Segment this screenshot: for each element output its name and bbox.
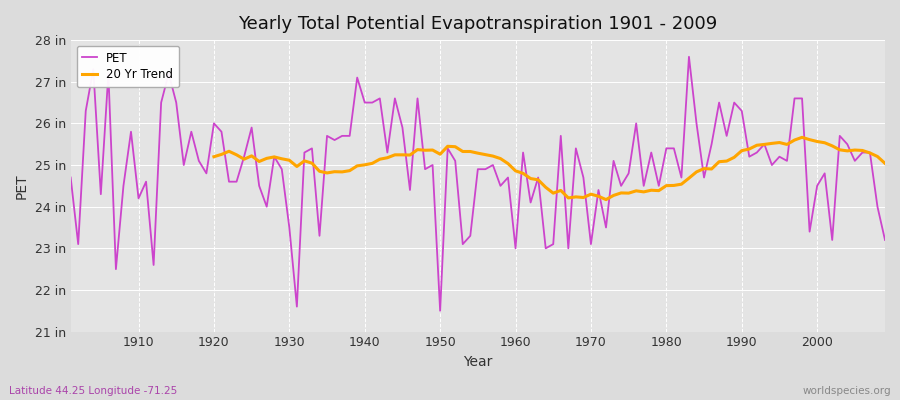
Text: Latitude 44.25 Longitude -71.25: Latitude 44.25 Longitude -71.25	[9, 386, 177, 396]
20 Yr Trend	[209, 154, 220, 159]
PET	[510, 246, 521, 251]
20 Yr Trend	[684, 176, 695, 180]
20 Yr Trend	[299, 158, 310, 163]
Line: PET: PET	[71, 57, 885, 311]
20 Yr Trend	[865, 150, 876, 155]
PET	[66, 175, 77, 180]
20 Yr Trend	[600, 197, 611, 202]
PET	[292, 304, 302, 309]
PET	[337, 134, 347, 138]
Legend: PET, 20 Yr Trend: PET, 20 Yr Trend	[76, 46, 179, 87]
PET	[684, 54, 695, 59]
PET	[518, 150, 528, 155]
PET	[435, 308, 446, 313]
20 Yr Trend	[879, 161, 890, 166]
20 Yr Trend	[789, 138, 800, 142]
20 Yr Trend	[796, 135, 807, 140]
PET	[608, 158, 619, 163]
PET	[126, 129, 137, 134]
Line: 20 Yr Trend: 20 Yr Trend	[214, 137, 885, 200]
X-axis label: Year: Year	[464, 355, 492, 369]
Text: worldspecies.org: worldspecies.org	[803, 386, 891, 396]
Y-axis label: PET: PET	[15, 173, 29, 199]
PET	[879, 238, 890, 242]
20 Yr Trend	[412, 147, 423, 152]
20 Yr Trend	[774, 140, 785, 145]
Title: Yearly Total Potential Evapotranspiration 1901 - 2009: Yearly Total Potential Evapotranspiratio…	[238, 15, 717, 33]
